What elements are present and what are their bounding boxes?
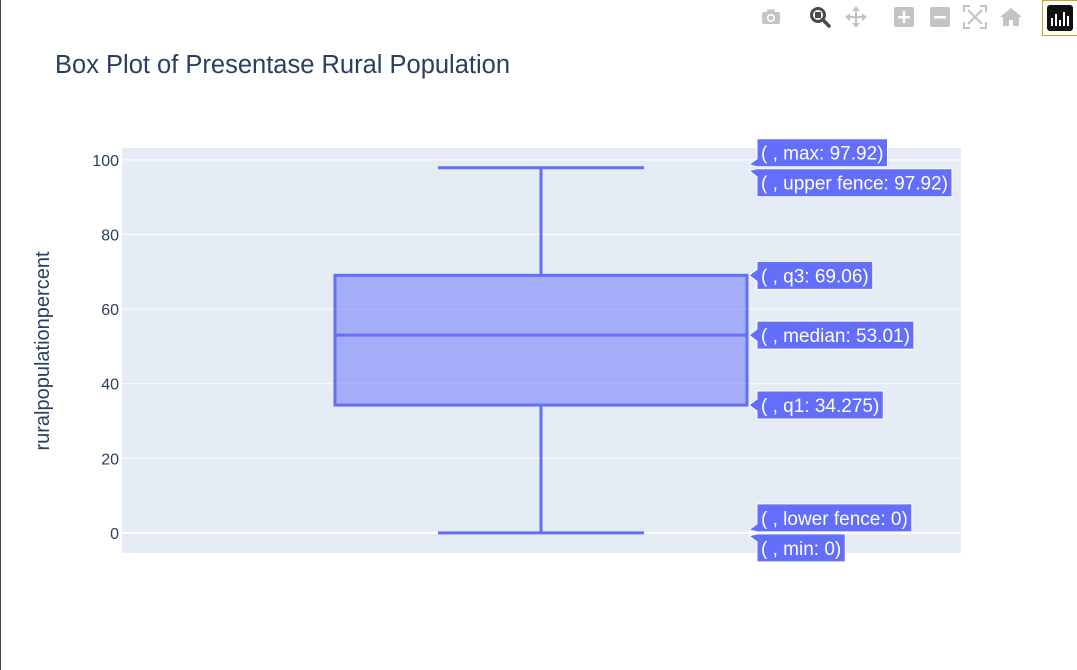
camera-icon[interactable] (758, 4, 784, 30)
zoom-icon[interactable] (807, 4, 833, 30)
plotly-logo[interactable] (1042, 0, 1077, 36)
y-axis-label: ruralpopulationpercent (32, 251, 54, 450)
hover-labels: ( , max: 97.92) ( , upper fence: 97.92) ( … (747, 138, 953, 563)
y-tick-labels: 0 20 40 60 80 100 (92, 153, 119, 543)
hover-label-box (747, 138, 888, 168)
hover-label-text: ( , max: 97.92) (761, 144, 884, 165)
y-tick-80: 80 (101, 228, 119, 245)
y-tick-20: 20 (101, 451, 119, 468)
hover-label-min: ( , min: 0) (747, 533, 846, 563)
y-tick-40: 40 (101, 377, 119, 394)
hover-label-text: ( , median: 53.01) (761, 326, 910, 347)
hover-label-text: ( , q3: 69.06) (761, 266, 869, 287)
hover-label-box (747, 533, 846, 563)
y-tick-100: 100 (92, 153, 119, 170)
hover-label-upper-fence: ( , upper fence: 97.92) (747, 168, 953, 198)
y-tick-60: 60 (101, 302, 119, 319)
chart-title: Box Plot of Presentase Rural Population (55, 51, 510, 79)
hover-label-box (748, 390, 884, 420)
hover-label-box (747, 168, 953, 198)
hover-label-median: ( , median: 53.01) (748, 320, 915, 350)
hover-label-max: ( , max: 97.92) (747, 138, 888, 168)
y-tick-0: 0 (110, 526, 119, 543)
hover-label-box (748, 320, 915, 350)
hover-label-q3: ( , q3: 69.06) (748, 260, 874, 290)
plotly-logo-icon (1047, 5, 1073, 31)
hover-label-text: ( , q1: 34.275) (761, 396, 879, 417)
hover-label-text: ( , upper fence: 97.92) (761, 174, 948, 195)
hover-label-text: ( , lower fence: 0) (761, 509, 908, 530)
pan-icon[interactable] (843, 4, 869, 30)
hover-label-text: ( , min: 0) (761, 539, 841, 560)
window-frame-edge (0, 0, 1, 670)
reset-axes-icon[interactable] (998, 4, 1024, 30)
autoscale-icon[interactable] (962, 4, 988, 30)
hover-label-box (748, 260, 874, 290)
hover-label-lower-fence: ( , lower fence: 0) (747, 503, 913, 533)
iqr-box (333, 273, 749, 407)
hover-label-box (747, 503, 913, 533)
zoom-out-icon[interactable] (927, 4, 953, 30)
zoom-in-icon[interactable] (891, 4, 917, 30)
hover-label-q1: ( , q1: 34.275) (748, 390, 884, 420)
box-trace[interactable] (333, 166, 749, 535)
